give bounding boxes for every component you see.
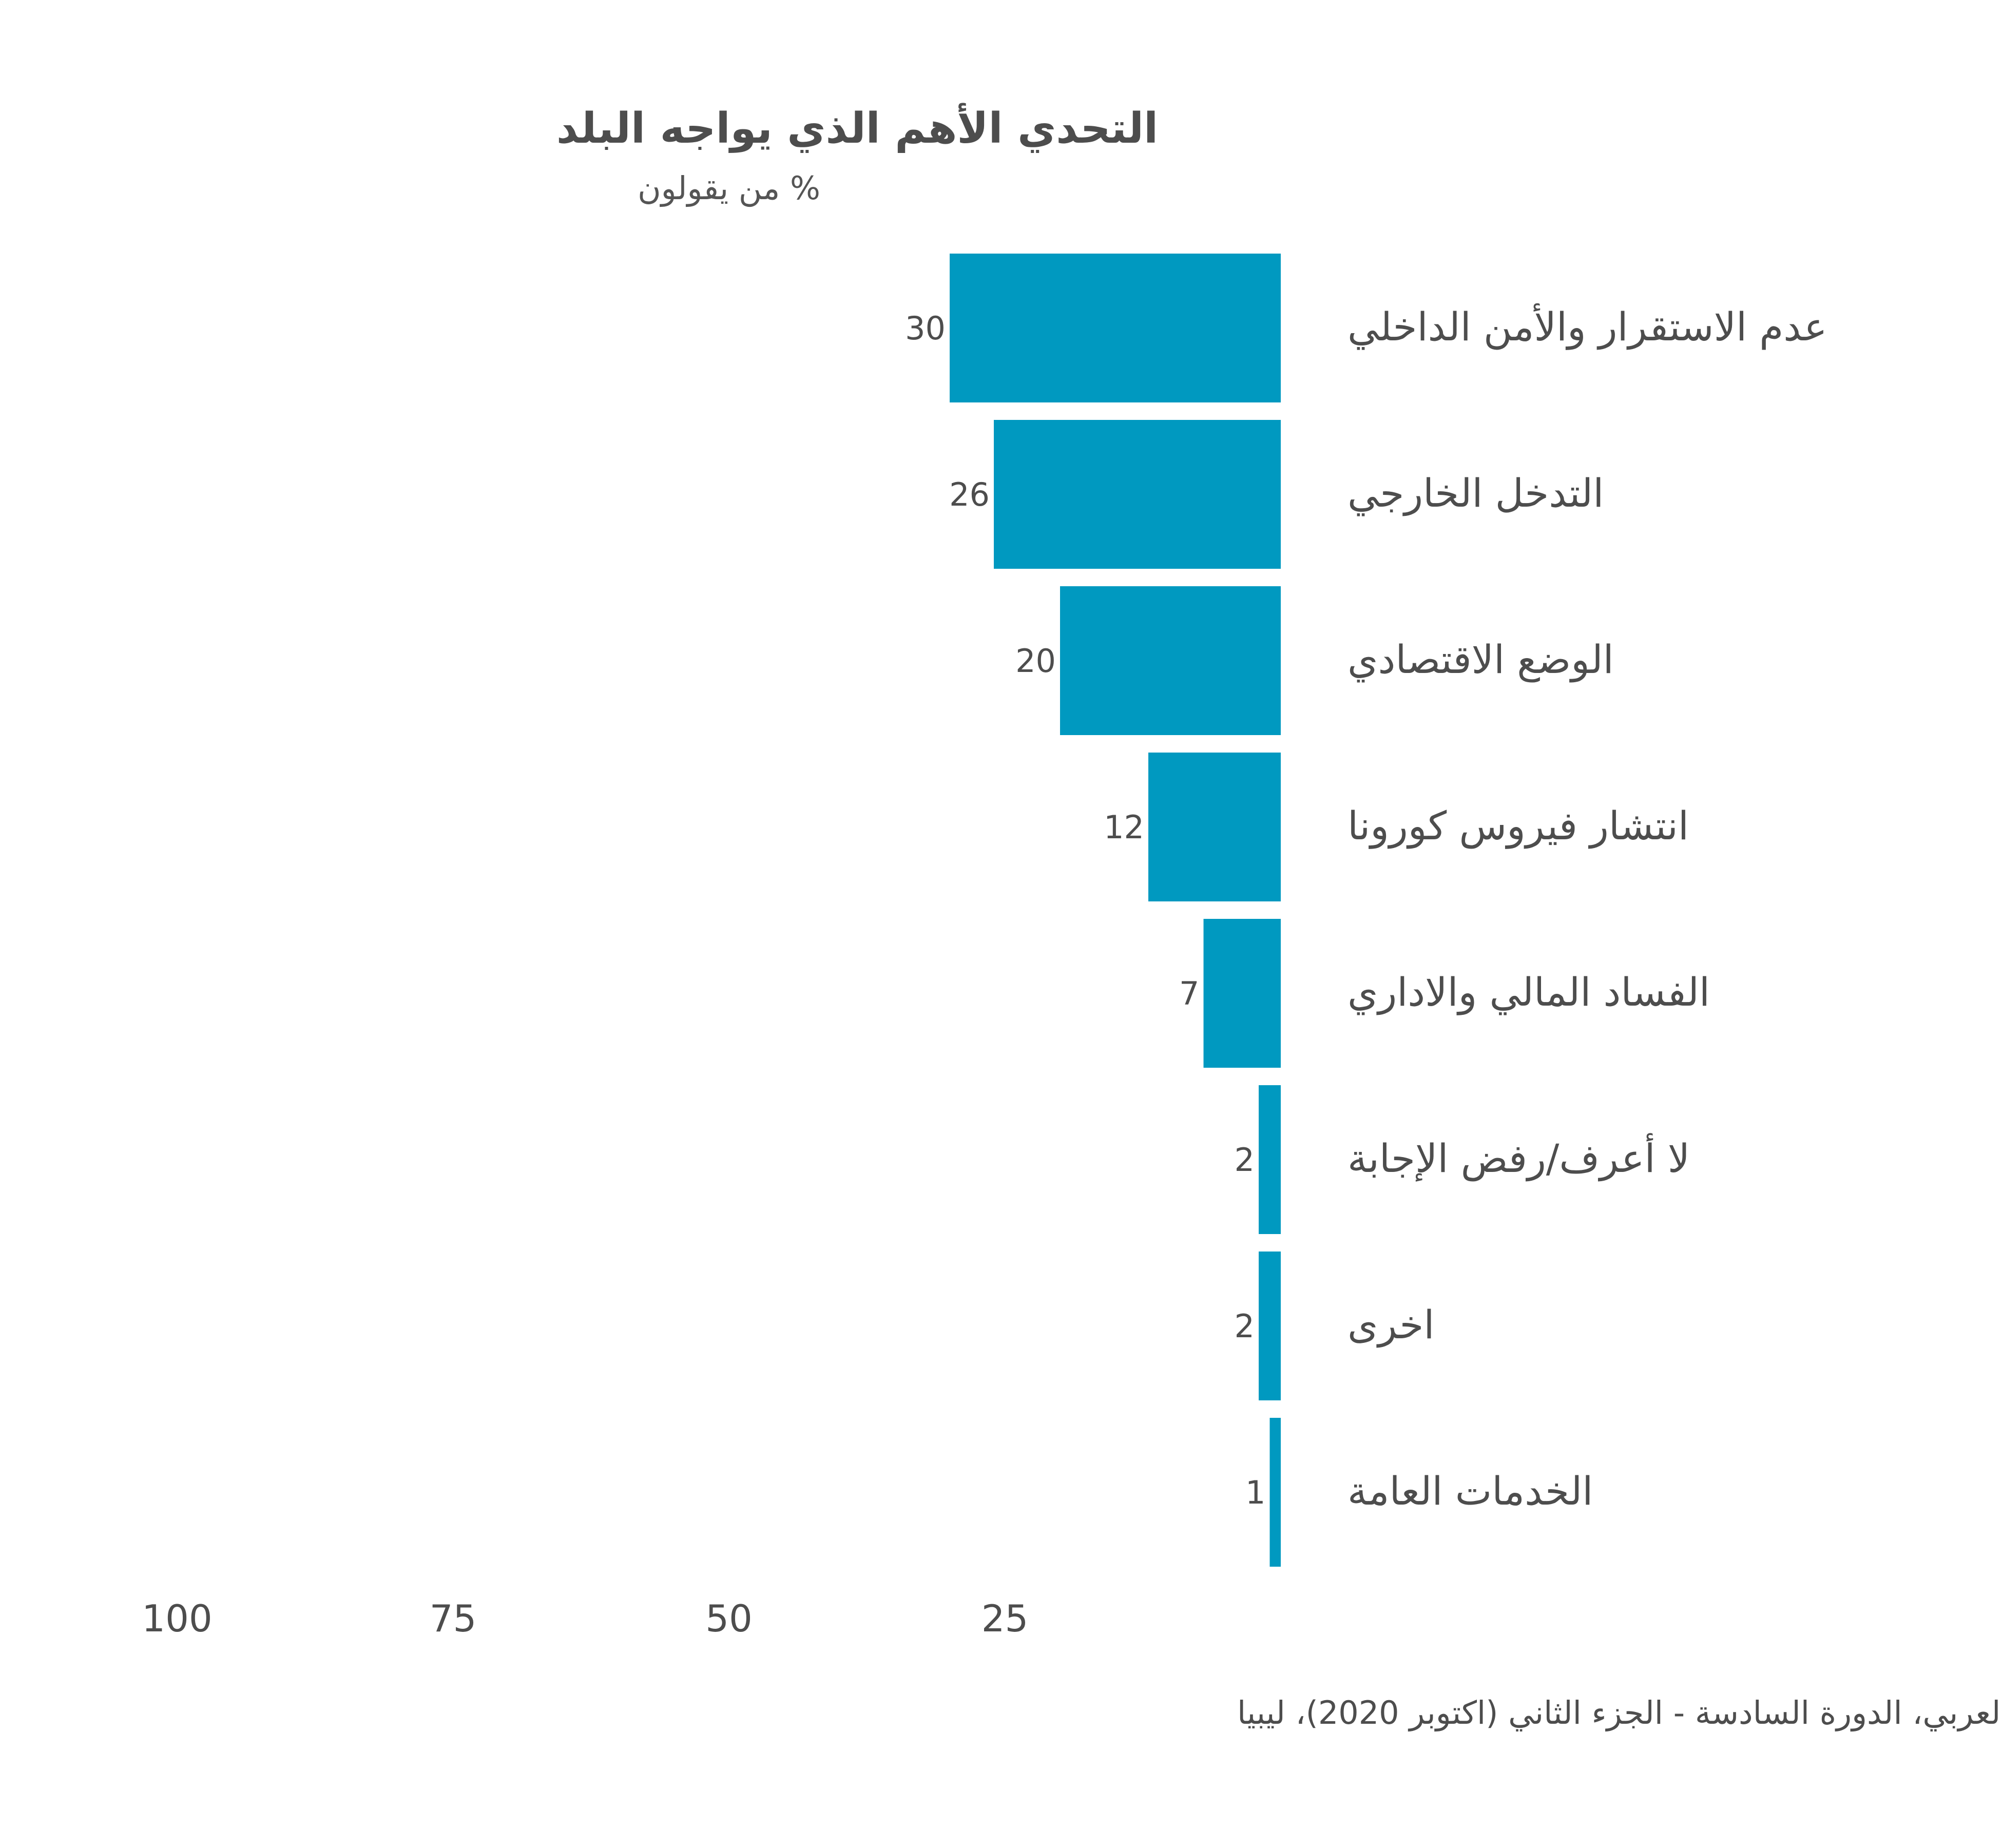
chart-title: التحدي الأهم الذي يواجه البلد — [556, 103, 1158, 153]
bar — [1259, 1252, 1281, 1400]
category-label: التدخل الخارجي — [1348, 470, 1604, 516]
category-label: الفساد المالي والاداري — [1348, 969, 1710, 1015]
bar — [994, 420, 1281, 569]
bar — [1259, 1085, 1281, 1234]
bar — [1060, 586, 1281, 735]
bar-value-label: 2 — [1235, 1307, 1255, 1345]
category-label: الخدمات العامة — [1348, 1468, 1593, 1514]
category-label: عدم الاستقرار والأمن الداخلي — [1348, 303, 1827, 350]
x-tick-label: 100 — [142, 1597, 212, 1640]
bar — [1148, 753, 1281, 901]
x-tick-label: 25 — [981, 1597, 1029, 1640]
x-axis-ticks: 100 75 50 25 — [142, 1597, 1028, 1640]
category-label: انتشار فيروس كورونا — [1348, 803, 1689, 849]
bar-value-label: 1 — [1245, 1474, 1265, 1511]
bar — [1269, 1418, 1281, 1567]
bar-value-label: 30 — [905, 310, 946, 347]
bar — [950, 254, 1281, 402]
bars-group: 30 عدم الاستقرار والأمن الداخلي 26 التدخل ا… — [905, 254, 1827, 1567]
x-tick-label: 75 — [430, 1597, 477, 1640]
category-label: لا أعرف/رفض الإجابة — [1348, 1133, 1690, 1182]
bar-value-label: 2 — [1235, 1141, 1255, 1179]
category-label: اخرى — [1348, 1302, 1435, 1348]
x-tick-label: 50 — [705, 1597, 753, 1640]
bar-value-label: 12 — [1104, 808, 1144, 846]
chart-source: الباروميتر العربي، الدورة السادسة - الجز… — [1237, 1694, 2002, 1731]
chart-subtitle: % من يقولون — [638, 169, 820, 207]
bar — [1203, 919, 1281, 1068]
bar-value-label: 26 — [949, 476, 990, 513]
category-label: الوضع الاقتصادي — [1348, 637, 1614, 683]
bar-value-label: 7 — [1179, 975, 1199, 1012]
bar-value-label: 20 — [1015, 642, 1056, 680]
